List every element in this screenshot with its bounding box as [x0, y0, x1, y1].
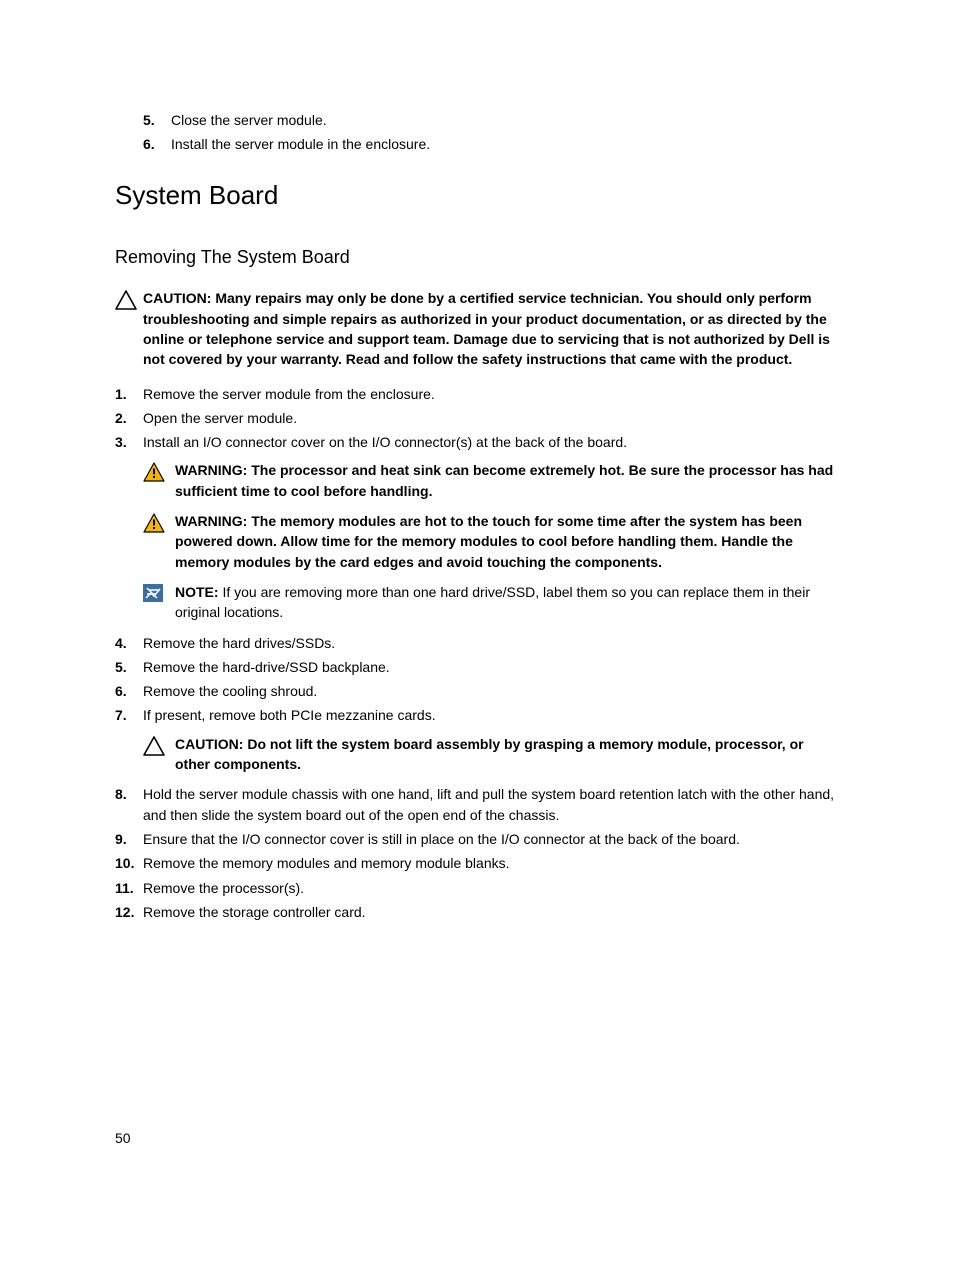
list-item: 3. Install an I/O connector cover on the…	[115, 432, 839, 452]
warning-text: WARNING: The memory modules are hot to t…	[175, 511, 839, 572]
list-text: Remove the cooling shroud.	[143, 681, 839, 701]
note-label: NOTE:	[175, 584, 222, 600]
list-text: Remove the hard drives/SSDs.	[143, 633, 839, 653]
list-number: 7.	[115, 705, 143, 725]
list-item: 2. Open the server module.	[115, 408, 839, 428]
caution-label: CAUTION:	[175, 736, 247, 752]
list-item: 9. Ensure that the I/O connector cover i…	[115, 829, 839, 849]
list-item: 8. Hold the server module chassis with o…	[115, 784, 839, 825]
list-number: 12.	[115, 902, 143, 922]
list-text: Remove the processor(s).	[143, 878, 839, 898]
list-number: 3.	[115, 432, 143, 452]
list-text: Install the server module in the enclosu…	[171, 134, 839, 154]
list-item: 4. Remove the hard drives/SSDs.	[115, 633, 839, 653]
list-number: 1.	[115, 384, 143, 404]
caution-text: CAUTION: Many repairs may only be done b…	[143, 288, 839, 369]
heading-2: Removing The System Board	[115, 244, 839, 270]
note-callout: NOTE: If you are removing more than one …	[143, 582, 839, 623]
warning-label: WARNING:	[175, 513, 251, 529]
list-item: 11. Remove the processor(s).	[115, 878, 839, 898]
list-text: Remove the memory modules and memory mod…	[143, 853, 839, 873]
list-item: 1. Remove the server module from the enc…	[115, 384, 839, 404]
caution-body: Do not lift the system board assembly by…	[175, 736, 804, 772]
warning-text: WARNING: The processor and heat sink can…	[175, 460, 839, 501]
caution-callout: CAUTION: Do not lift the system board as…	[143, 734, 839, 775]
list-text: Ensure that the I/O connector cover is s…	[143, 829, 839, 849]
warning-body: The memory modules are hot to the touch …	[175, 513, 802, 570]
list-number: 4.	[115, 633, 143, 653]
list-text: Remove the storage controller card.	[143, 902, 839, 922]
steps-list-3: 8. Hold the server module chassis with o…	[115, 784, 839, 922]
note-icon	[143, 582, 175, 623]
list-text: Install an I/O connector cover on the I/…	[143, 432, 839, 452]
list-item: 6. Install the server module in the encl…	[143, 134, 839, 154]
list-text: Remove the server module from the enclos…	[143, 384, 839, 404]
page-number: 50	[115, 1128, 131, 1148]
caution-body: Many repairs may only be done by a certi…	[143, 290, 830, 367]
list-text: Hold the server module chassis with one …	[143, 784, 839, 825]
list-text: Open the server module.	[143, 408, 839, 428]
warning-icon	[143, 460, 175, 501]
caution-callout: CAUTION: Many repairs may only be done b…	[115, 288, 839, 369]
list-item: 5. Close the server module.	[143, 110, 839, 130]
note-text: NOTE: If you are removing more than one …	[175, 582, 839, 623]
steps-list-1: 1. Remove the server module from the enc…	[115, 384, 839, 453]
list-item: 5. Remove the hard-drive/SSD backplane.	[115, 657, 839, 677]
caution-text: CAUTION: Do not lift the system board as…	[175, 734, 839, 775]
list-text: If present, remove both PCIe mezzanine c…	[143, 705, 839, 725]
list-item: 7. If present, remove both PCIe mezzanin…	[115, 705, 839, 725]
list-number: 2.	[115, 408, 143, 428]
list-number: 9.	[115, 829, 143, 849]
warning-callout: WARNING: The processor and heat sink can…	[143, 460, 839, 501]
list-number: 8.	[115, 784, 143, 825]
warning-icon	[143, 511, 175, 572]
list-number: 5.	[143, 110, 171, 130]
list-number: 6.	[143, 134, 171, 154]
list-item: 12. Remove the storage controller card.	[115, 902, 839, 922]
note-body: If you are removing more than one hard d…	[175, 584, 810, 620]
caution-icon	[143, 734, 175, 775]
heading-1: System Board	[115, 177, 839, 215]
top-steps-list: 5. Close the server module. 6. Install t…	[115, 110, 839, 155]
caution-icon	[115, 288, 143, 369]
warning-label: WARNING:	[175, 462, 251, 478]
list-number: 6.	[115, 681, 143, 701]
steps-list-2: 4. Remove the hard drives/SSDs. 5. Remov…	[115, 633, 839, 726]
warning-callout: WARNING: The memory modules are hot to t…	[143, 511, 839, 572]
list-item: 10. Remove the memory modules and memory…	[115, 853, 839, 873]
list-text: Remove the hard-drive/SSD backplane.	[143, 657, 839, 677]
list-text: Close the server module.	[171, 110, 839, 130]
caution-label: CAUTION:	[143, 290, 215, 306]
list-number: 10.	[115, 853, 143, 873]
list-item: 6. Remove the cooling shroud.	[115, 681, 839, 701]
warning-body: The processor and heat sink can become e…	[175, 462, 833, 498]
list-number: 11.	[115, 878, 143, 898]
list-number: 5.	[115, 657, 143, 677]
